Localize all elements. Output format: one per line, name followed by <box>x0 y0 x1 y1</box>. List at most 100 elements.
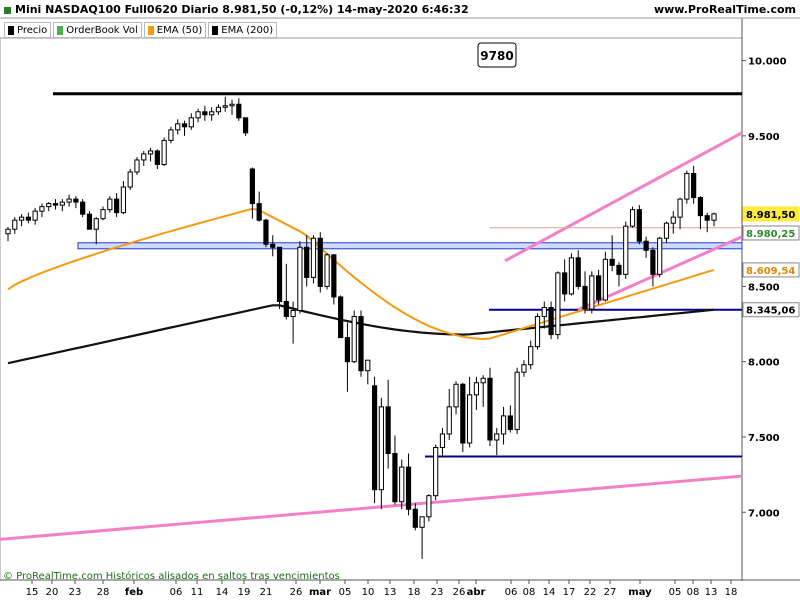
candle-body <box>378 406 384 491</box>
ema50-line <box>7 207 715 341</box>
candle-body <box>141 153 147 161</box>
instrument-icon <box>4 6 11 14</box>
candle-body <box>453 383 459 408</box>
candle-body <box>528 346 534 366</box>
candle-body <box>548 306 554 336</box>
candle-body <box>66 198 72 203</box>
candle-body <box>317 237 323 287</box>
candle-body <box>568 257 575 295</box>
candle-body <box>691 173 697 199</box>
x-tick-label: 15 <box>26 587 39 598</box>
y-tick-label: 10.000 <box>748 57 787 68</box>
y-tick-label: 8.500 <box>748 282 780 293</box>
band-value-tag: 8.980,25 <box>746 229 795 240</box>
legend-precio[interactable]: Precio <box>4 22 52 38</box>
candle-body <box>276 246 283 302</box>
candle-body <box>351 316 357 363</box>
x-tick-label: 18 <box>725 587 738 598</box>
candle-body <box>344 337 351 363</box>
candle-body <box>256 203 262 221</box>
x-tick-label: 18 <box>408 587 421 598</box>
x-tick-label: 14 <box>216 587 229 598</box>
candle-body <box>419 516 425 528</box>
candle-body <box>147 150 154 155</box>
candle-body <box>371 385 378 491</box>
candle-body <box>18 216 25 221</box>
legend-ema50[interactable]: EMA (50) <box>143 22 207 38</box>
x-tick-label: 28 <box>97 587 110 598</box>
candle-body <box>270 243 276 248</box>
candle-body <box>283 300 289 318</box>
x-tick-label: 27 <box>604 587 617 598</box>
candle-body <box>500 415 507 435</box>
indicator-legend: Precio OrderBook Vol EMA (50) EMA (200) <box>4 22 279 38</box>
candle-body <box>711 213 717 221</box>
long-trendline <box>0 474 743 541</box>
candle-body <box>677 198 683 218</box>
ema50-tag-bg <box>742 262 800 278</box>
candle-body <box>304 246 310 278</box>
candle-body <box>107 198 113 211</box>
candle-body <box>168 129 174 141</box>
x-tick-label: feb <box>125 587 143 598</box>
precio-swatch <box>8 25 14 35</box>
candle-body <box>514 371 520 430</box>
candle-body <box>222 105 228 108</box>
candle-body <box>134 159 140 173</box>
candle-body <box>331 254 337 298</box>
candle-body <box>25 216 31 221</box>
x-tick-label: 05 <box>669 587 682 598</box>
candle-body <box>114 198 120 214</box>
x-tick-label: 06 <box>505 587 518 598</box>
x-tick-label: 17 <box>563 587 576 598</box>
x-tick-label: 20 <box>46 587 59 598</box>
x-tick-label: 08 <box>523 587 536 598</box>
candle-body <box>46 203 52 208</box>
x-tick-label: 10 <box>362 587 375 598</box>
candle-body <box>290 310 296 318</box>
candle-body <box>242 117 249 134</box>
candle-body <box>643 240 649 251</box>
candle-body <box>358 316 364 372</box>
band-value-tag-bg <box>742 225 800 241</box>
x-tick-label: 05 <box>339 587 352 598</box>
candle-body <box>439 433 446 449</box>
candle-body <box>480 377 486 384</box>
ema200-tag-bg <box>742 302 800 318</box>
candle-body <box>446 406 452 435</box>
candle-body <box>175 123 181 131</box>
candle-body <box>555 272 561 336</box>
candle-body <box>127 171 133 188</box>
chart-title: Mini NASDAQ100 Full0620 Diario 8.981,50 … <box>4 3 469 16</box>
x-tick-label: 08 <box>687 587 700 598</box>
ema200-tag: 8.345,06 <box>746 306 795 317</box>
candle-body <box>541 306 547 318</box>
legend-ema200[interactable]: EMA (200) <box>208 22 278 38</box>
candle-body <box>324 254 330 287</box>
x-tick-label: 13 <box>384 587 397 598</box>
legend-orderbook[interactable]: OrderBook Vol <box>53 22 142 38</box>
x-tick-label: 06 <box>170 587 183 598</box>
candle-body <box>636 209 642 242</box>
footer-note: © ProRealTime.com Históricos alisados en… <box>3 571 340 582</box>
candle-body <box>365 359 371 372</box>
resistance-box <box>477 42 517 68</box>
candle-body <box>467 394 473 444</box>
x-tick-label: 26 <box>453 587 466 598</box>
candle-body <box>195 111 201 119</box>
candle-body <box>202 111 208 116</box>
x-tick-label: 23 <box>431 587 444 598</box>
candle-body <box>338 296 344 339</box>
candle-body <box>433 447 439 497</box>
candle-body <box>521 364 527 373</box>
candle-body <box>507 415 513 430</box>
x-tick-label: 11 <box>191 587 204 598</box>
candle-body <box>161 139 167 165</box>
candle-body <box>616 264 622 275</box>
candle-body <box>460 383 466 444</box>
x-tick-label: 13 <box>705 587 718 598</box>
site-label[interactable]: www.ProRealTime.com <box>653 3 796 16</box>
resistance-box-label: 9780 <box>480 49 513 63</box>
candle-body <box>86 213 93 230</box>
orderbook-swatch <box>57 25 64 35</box>
